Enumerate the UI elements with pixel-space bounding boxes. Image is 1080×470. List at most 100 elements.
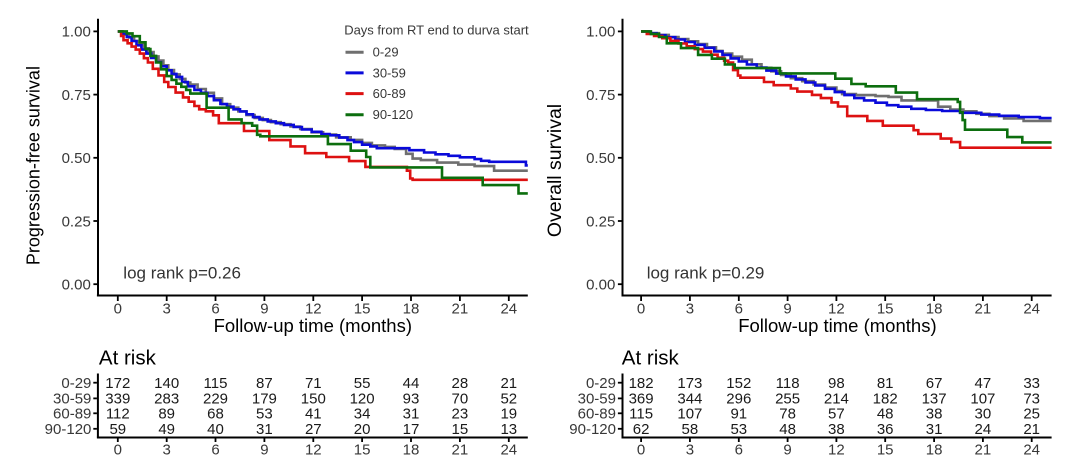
svg-text:18: 18 — [403, 301, 420, 318]
svg-text:90-120: 90-120 — [569, 421, 616, 438]
svg-text:21: 21 — [500, 375, 517, 392]
svg-text:214: 214 — [824, 391, 849, 408]
svg-text:0.25: 0.25 — [586, 213, 615, 230]
svg-text:182: 182 — [629, 375, 654, 392]
svg-text:58: 58 — [682, 421, 699, 438]
svg-text:24: 24 — [975, 421, 992, 438]
svg-text:log rank p=0.26: log rank p=0.26 — [123, 264, 241, 283]
svg-text:9: 9 — [260, 301, 268, 318]
svg-text:21: 21 — [452, 442, 469, 459]
svg-text:150: 150 — [301, 391, 326, 408]
svg-text:0.00: 0.00 — [586, 277, 615, 294]
svg-text:15: 15 — [354, 442, 371, 459]
svg-text:62: 62 — [633, 421, 650, 438]
svg-text:34: 34 — [354, 406, 371, 423]
svg-text:At risk: At risk — [99, 347, 157, 370]
svg-text:12: 12 — [305, 442, 322, 459]
svg-text:30-59: 30-59 — [53, 391, 91, 408]
svg-text:137: 137 — [922, 391, 947, 408]
svg-text:30: 30 — [975, 406, 992, 423]
svg-text:67: 67 — [926, 375, 943, 392]
svg-text:9: 9 — [783, 301, 791, 318]
svg-text:68: 68 — [207, 406, 224, 423]
svg-text:173: 173 — [677, 375, 702, 392]
svg-text:152: 152 — [726, 375, 751, 392]
svg-text:31: 31 — [926, 421, 943, 438]
svg-text:3: 3 — [163, 301, 171, 318]
svg-text:6: 6 — [735, 301, 743, 318]
svg-text:21: 21 — [975, 301, 992, 318]
svg-text:59: 59 — [109, 421, 126, 438]
svg-text:283: 283 — [154, 391, 179, 408]
svg-text:47: 47 — [975, 375, 992, 392]
svg-text:24: 24 — [500, 442, 517, 459]
svg-text:Follow-up time (months): Follow-up time (months) — [738, 315, 936, 336]
svg-text:0: 0 — [637, 442, 645, 459]
svg-text:17: 17 — [403, 421, 420, 438]
svg-text:89: 89 — [158, 406, 175, 423]
svg-text:98: 98 — [828, 375, 845, 392]
svg-text:0.00: 0.00 — [62, 277, 91, 294]
svg-text:24: 24 — [500, 301, 517, 318]
svg-text:1.00: 1.00 — [62, 24, 91, 41]
svg-text:115: 115 — [204, 375, 228, 392]
svg-text:0.75: 0.75 — [62, 87, 91, 104]
svg-text:6: 6 — [735, 442, 743, 459]
svg-text:0.75: 0.75 — [586, 87, 615, 104]
svg-text:48: 48 — [877, 406, 894, 423]
svg-text:log rank p=0.29: log rank p=0.29 — [647, 264, 765, 283]
svg-text:60-89: 60-89 — [53, 406, 91, 423]
svg-text:91: 91 — [730, 406, 747, 423]
svg-text:1.00: 1.00 — [586, 24, 615, 41]
svg-text:24: 24 — [1023, 301, 1040, 318]
svg-text:115: 115 — [629, 406, 653, 423]
svg-text:18: 18 — [926, 301, 943, 318]
svg-text:87: 87 — [256, 375, 273, 392]
svg-text:339: 339 — [105, 391, 130, 408]
svg-text:41: 41 — [305, 406, 322, 423]
svg-text:3: 3 — [163, 442, 171, 459]
svg-text:112: 112 — [106, 406, 130, 423]
svg-text:12: 12 — [828, 442, 845, 459]
svg-text:81: 81 — [877, 375, 894, 392]
svg-text:57: 57 — [828, 406, 845, 423]
svg-text:30-59: 30-59 — [373, 65, 406, 80]
svg-text:44: 44 — [403, 375, 420, 392]
svg-text:53: 53 — [256, 406, 273, 423]
svg-text:Overall survival: Overall survival — [544, 104, 566, 237]
svg-text:172: 172 — [105, 375, 130, 392]
svg-text:15: 15 — [354, 301, 371, 318]
svg-text:182: 182 — [873, 391, 898, 408]
svg-text:Follow-up time (months): Follow-up time (months) — [214, 315, 412, 336]
svg-text:0.25: 0.25 — [62, 213, 91, 230]
svg-text:0-29: 0-29 — [586, 375, 616, 392]
svg-text:118: 118 — [776, 375, 800, 392]
svg-text:15: 15 — [877, 442, 894, 459]
svg-text:36: 36 — [877, 421, 894, 438]
svg-text:Progression-free survival: Progression-free survival — [24, 66, 44, 265]
svg-text:55: 55 — [354, 375, 371, 392]
svg-text:21: 21 — [1023, 421, 1040, 438]
svg-text:Days from RT end to durva star: Days from RT end to durva start — [344, 22, 529, 37]
svg-text:6: 6 — [211, 301, 219, 318]
svg-text:0: 0 — [114, 442, 122, 459]
svg-text:21: 21 — [452, 301, 469, 318]
svg-text:24: 24 — [1023, 442, 1040, 459]
svg-text:296: 296 — [726, 391, 751, 408]
svg-text:60-89: 60-89 — [578, 406, 616, 423]
svg-text:27: 27 — [305, 421, 322, 438]
svg-text:13: 13 — [500, 421, 517, 438]
svg-text:18: 18 — [926, 442, 943, 459]
svg-text:3: 3 — [686, 301, 694, 318]
svg-text:107: 107 — [677, 406, 702, 423]
svg-text:90-120: 90-120 — [45, 421, 92, 438]
svg-text:19: 19 — [500, 406, 517, 423]
svg-text:93: 93 — [403, 391, 420, 408]
svg-text:23: 23 — [452, 406, 469, 423]
svg-text:140: 140 — [154, 375, 179, 392]
svg-text:0: 0 — [637, 301, 645, 318]
svg-text:40: 40 — [207, 421, 224, 438]
svg-text:31: 31 — [403, 406, 420, 423]
svg-text:15: 15 — [877, 301, 894, 318]
svg-text:20: 20 — [354, 421, 371, 438]
